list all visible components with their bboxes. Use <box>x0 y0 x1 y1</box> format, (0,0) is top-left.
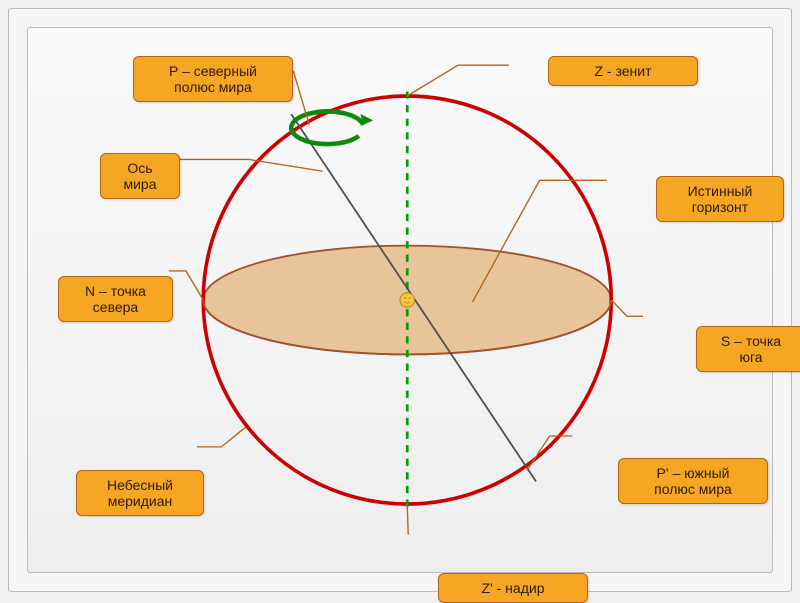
callout-label: Небесный меридиан <box>107 477 173 509</box>
callout-label: Z' - надир <box>482 580 545 596</box>
outer-frame: P – северный полюс мира Z - зенит Ось мира… <box>8 8 792 592</box>
leader-north-pt <box>169 271 203 300</box>
callout-south-pt: S – точка юга <box>696 326 800 372</box>
leader-south-pt <box>611 300 643 316</box>
callout-zenith: Z - зенит <box>548 56 698 86</box>
callout-horizon: Истинный горизонт <box>656 176 784 222</box>
callout-label: S – точка юга <box>721 333 781 365</box>
callout-p-north: P – северный полюс мира <box>133 56 293 102</box>
inner-frame: P – северный полюс мира Z - зенит Ось мира… <box>27 27 773 573</box>
leader-meridian <box>197 427 246 447</box>
callout-label: Ось мира <box>123 160 156 192</box>
callout-label: P – северный полюс мира <box>169 63 257 95</box>
callout-nadir: Z' - надир <box>438 573 588 603</box>
observer-dot <box>400 293 415 308</box>
callout-label: Z - зенит <box>594 63 651 79</box>
callout-label: P' – южный полюс мира <box>654 465 732 497</box>
callout-p-south: P' – южный полюс мира <box>618 458 768 504</box>
leader-zenith <box>407 65 509 96</box>
callout-axis: Ось мира <box>100 153 180 199</box>
callout-meridian: Небесный меридиан <box>76 470 204 516</box>
leader-p-south <box>527 436 572 470</box>
rotation-arrow <box>291 111 373 144</box>
callout-label: Истинный горизонт <box>688 183 753 215</box>
callout-label: N – точка севера <box>85 283 146 315</box>
callout-north-pt: N – точка севера <box>58 276 173 322</box>
leader-nadir <box>407 504 409 534</box>
